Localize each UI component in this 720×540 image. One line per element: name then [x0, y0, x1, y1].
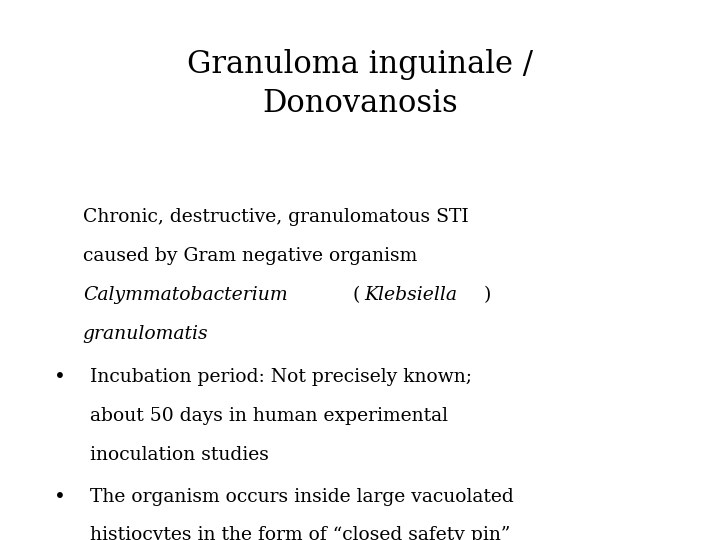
Text: •: •: [54, 368, 66, 387]
Text: (: (: [347, 286, 360, 303]
Text: Granuloma inguinale /
Donovanosis: Granuloma inguinale / Donovanosis: [187, 49, 533, 119]
Text: Incubation period: Not precisely known;: Incubation period: Not precisely known;: [90, 368, 472, 386]
Text: •: •: [54, 488, 66, 507]
Text: granulomatis: granulomatis: [83, 325, 208, 342]
Text: caused by Gram negative organism: caused by Gram negative organism: [83, 247, 417, 265]
Text: The organism occurs inside large vacuolated: The organism occurs inside large vacuola…: [90, 488, 514, 505]
Text: Calymmatobacterium: Calymmatobacterium: [83, 286, 287, 303]
Text: histiocytes in the form of “closed safety pin”: histiocytes in the form of “closed safet…: [90, 526, 510, 540]
Text: Klebsiella: Klebsiella: [364, 286, 457, 303]
Text: ): ): [484, 286, 492, 303]
Text: Chronic, destructive, granulomatous STI: Chronic, destructive, granulomatous STI: [83, 208, 469, 226]
Text: about 50 days in human experimental: about 50 days in human experimental: [90, 407, 448, 424]
Text: inoculation studies: inoculation studies: [90, 446, 269, 463]
